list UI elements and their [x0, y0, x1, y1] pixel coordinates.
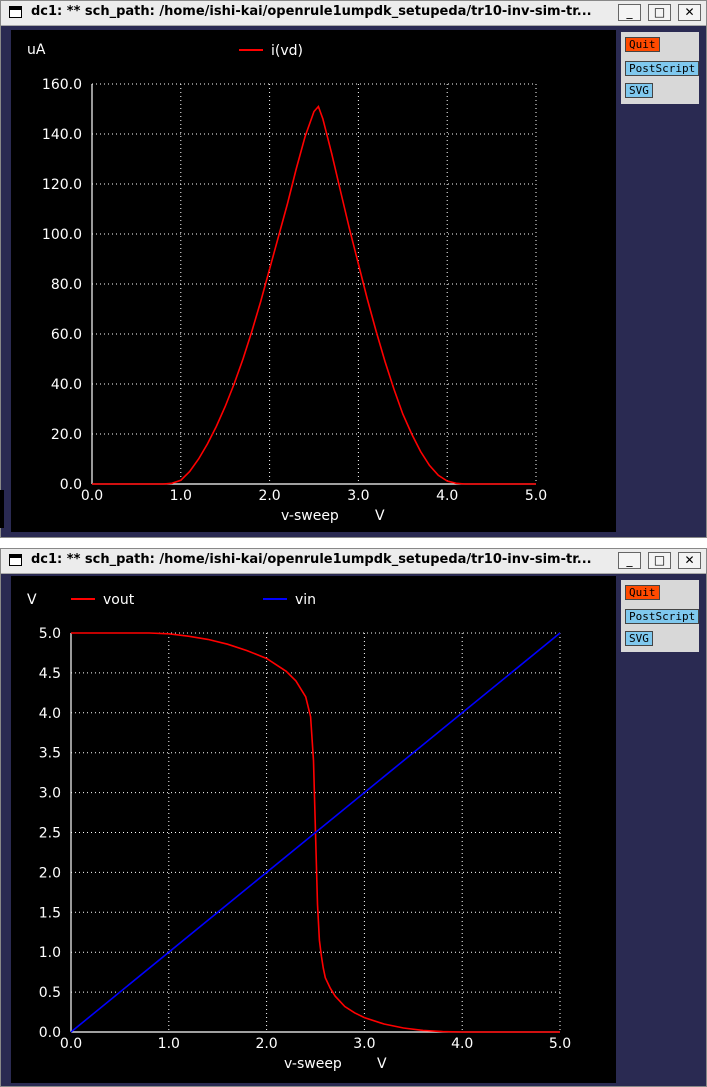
y-tick-label: 40.0 [51, 377, 82, 393]
y-tick-label: 1.0 [39, 945, 61, 961]
svg-button[interactable]: SVG [625, 83, 653, 98]
y-tick-label: 100.0 [42, 227, 82, 243]
minimize-button[interactable]: _ [618, 552, 641, 569]
y-tick-label: 0.0 [60, 477, 82, 493]
y-axis-unit-label: V [27, 592, 37, 608]
y-tick-label: 140.0 [42, 127, 82, 143]
window-title: dc1: ** sch_path: /home/ishi-kai/openrul… [31, 552, 592, 567]
x-tick-label: 5.0 [549, 1036, 571, 1052]
x-tick-label: 5.0 [525, 488, 547, 504]
y-tick-label: 20.0 [51, 427, 82, 443]
postscript-button[interactable]: PostScript [625, 61, 700, 76]
postscript-button[interactable]: PostScript [625, 609, 700, 624]
quit-button[interactable]: Quit [625, 37, 660, 52]
legend-label-i(vd): i(vd) [271, 43, 303, 59]
plot-area[interactable]: 0.0 1.0 2.0 3.0 4.0 5.0 0.0 0.5 1.0 1.5 2.0 2.5 3.0 3… [11, 576, 616, 1083]
y-tick-label: 80.0 [51, 277, 82, 293]
svg-button[interactable]: SVG [625, 631, 653, 646]
y-tick-label: 0.0 [39, 1025, 61, 1041]
title-bar[interactable]: dc1: ** sch_path: /home/ishi-kai/openrul… [1, 549, 706, 574]
series-line-vin [70, 632, 561, 1033]
window-icon[interactable] [9, 554, 22, 566]
x-tick-label: 2.0 [255, 1036, 277, 1052]
y-tick-label: 3.0 [39, 786, 61, 802]
y-tick-label: 2.5 [39, 826, 61, 842]
y-tick-label: 5.0 [39, 626, 61, 642]
x-axis-label: v-sweep [281, 508, 339, 524]
x-tick-label: 3.0 [347, 488, 369, 504]
y-tick-label: 60.0 [51, 327, 82, 343]
legend-label-vout: vout [103, 592, 135, 608]
y-tick-label: 0.5 [39, 985, 61, 1001]
x-tick-label: 1.0 [158, 1036, 180, 1052]
y-tick-label: 1.5 [39, 905, 61, 921]
y-axis-unit-label: uA [27, 42, 46, 58]
y-tick-label: 120.0 [42, 177, 82, 193]
y-tick-label: 3.5 [39, 746, 61, 762]
x-tick-label: 0.0 [60, 1036, 82, 1052]
waveform-window-1: dc1: ** sch_path: /home/ishi-kai/openrul… [0, 0, 707, 538]
background-strip [0, 490, 4, 528]
plot-area[interactable]: 0.0 1.0 2.0 3.0 4.0 5.0 0.0 20.0 40.0 60.0 80.0 100… [11, 30, 616, 532]
current-chart: 0.0 1.0 2.0 3.0 4.0 5.0 0.0 20.0 40.0 60.0 80.0 100… [27, 42, 547, 524]
y-tick-label: 4.5 [39, 666, 61, 682]
x-tick-label: 0.0 [81, 488, 103, 504]
y-tick-label: 160.0 [42, 77, 82, 93]
side-panel: Quit PostScript SVG [621, 32, 700, 104]
series-line-i(vd) [92, 104, 536, 485]
close-button[interactable]: ✕ [678, 4, 701, 21]
window-title: dc1: ** sch_path: /home/ishi-kai/openrul… [31, 4, 592, 19]
minimize-button[interactable]: _ [618, 4, 641, 21]
waveform-window-2: dc1: ** sch_path: /home/ishi-kai/openrul… [0, 548, 707, 1087]
y-tick-label: 2.0 [39, 865, 61, 881]
maximize-button[interactable]: □ [648, 4, 671, 21]
voltage-chart: 0.0 1.0 2.0 3.0 4.0 5.0 0.0 0.5 1.0 1.5 2.0 2.5 3.0 3… [27, 592, 571, 1072]
x-tick-label: 1.0 [170, 488, 192, 504]
y-tick-label: 4.0 [39, 706, 61, 722]
title-bar[interactable]: dc1: ** sch_path: /home/ishi-kai/openrul… [1, 1, 706, 26]
quit-button[interactable]: Quit [625, 585, 660, 600]
maximize-button[interactable]: □ [648, 552, 671, 569]
close-button[interactable]: ✕ [678, 552, 701, 569]
window-icon[interactable] [9, 6, 22, 18]
x-tick-label: 4.0 [436, 488, 458, 504]
x-axis-label: v-sweep [284, 1056, 342, 1072]
x-axis-unit-label: V [375, 508, 385, 524]
x-tick-label: 2.0 [258, 488, 280, 504]
series-line-vout [71, 632, 560, 1033]
legend-label-vin: vin [295, 592, 316, 608]
x-axis-unit-label: V [377, 1056, 387, 1072]
x-tick-label: 4.0 [451, 1036, 473, 1052]
x-tick-label: 3.0 [353, 1036, 375, 1052]
side-panel: Quit PostScript SVG [621, 580, 700, 652]
